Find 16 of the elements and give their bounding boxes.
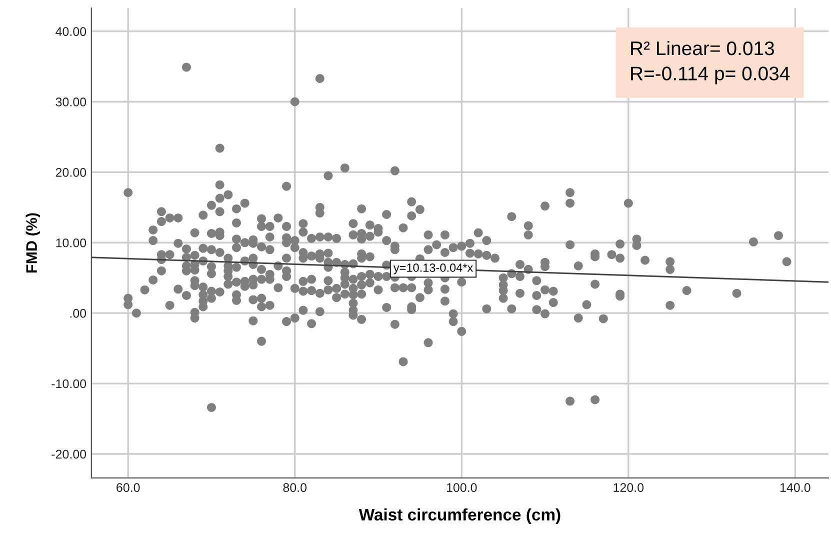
x-tick-label: 120.0 <box>614 483 644 492</box>
y-tick-label: -20.00 <box>52 450 86 459</box>
y-tick-label: 10.00 <box>56 238 86 248</box>
x-tick-label: 100.0 <box>446 483 477 492</box>
x-tick-label: 140.0 <box>780 483 810 492</box>
annotation: y=10.13-0.04*x <box>393 264 474 274</box>
y-tick-label: 30.00 <box>56 98 86 106</box>
annotation: R² Linear= 0.013 R=-0.114 p= 0.034 <box>631 40 790 84</box>
y-tick-label: 40.00 <box>56 27 86 36</box>
x-tick-label: 60.0 <box>116 483 140 492</box>
x-tick-label: 80.0 <box>283 483 307 492</box>
y-tick-label: -10.00 <box>52 379 86 388</box>
y-tick-label: .00 <box>70 308 86 318</box>
x-axis-title: Waist circumference (cm) <box>358 508 560 524</box>
y-axis-title: FMD (%) <box>26 213 40 273</box>
y-tick-label: 20.00 <box>56 168 86 177</box>
